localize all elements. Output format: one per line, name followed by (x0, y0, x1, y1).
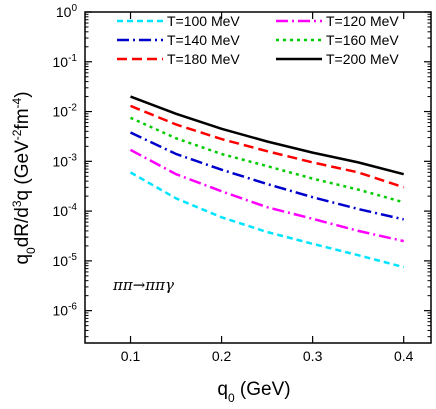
x-tick-label-3: 0.4 (394, 348, 414, 364)
x-axis-title: q0 (GeV) (217, 379, 290, 405)
x-tick-label-1: 0.2 (212, 348, 232, 364)
series-line-2 (129, 131, 404, 221)
series-line-0 (129, 171, 405, 269)
series-line-1 (129, 148, 404, 243)
series-group (129, 95, 405, 269)
legend-label-3: T=160 MeV (326, 32, 399, 48)
y-tick-label-6: 100 (56, 3, 78, 20)
legend: T=100 MeV T=120 MeV T=140 MeV T=160 MeV T=18… (117, 13, 399, 67)
y-tick-label-0: 10-6 (53, 302, 78, 319)
x-tick-label-0: 0.1 (121, 348, 141, 364)
y-tick-label-2: 10-4 (53, 202, 78, 219)
y-tick-label-4: 10-2 (53, 103, 78, 120)
series-line-5 (130, 95, 405, 176)
legend-label-2: T=140 MeV (167, 32, 240, 48)
legend-label-4: T=180 MeV (167, 51, 240, 67)
legend-label-1: T=120 MeV (326, 13, 399, 29)
x-tick-label-2: 0.3 (303, 348, 323, 364)
legend-label-5: T=200 MeV (326, 51, 399, 67)
plot-frame (84, 11, 432, 344)
axis-ticks: 0.1 0.2 0.3 0.4 10-6 10-5 10-4 10-3 10-2 10-1 100 (53, 3, 431, 364)
annotation: ππ→ππγ (112, 276, 174, 294)
legend-label-0: T=100 MeV (167, 13, 240, 29)
series-line-3 (129, 116, 405, 204)
series-line-4 (130, 104, 405, 189)
y-tick-label-3: 10-3 (53, 152, 78, 169)
y-tick-label-1: 10-5 (53, 252, 78, 269)
y-axis-title: q0dR/d3q (GeV-2fm-4) (10, 91, 38, 264)
y-tick-label-5: 10-1 (53, 53, 78, 70)
